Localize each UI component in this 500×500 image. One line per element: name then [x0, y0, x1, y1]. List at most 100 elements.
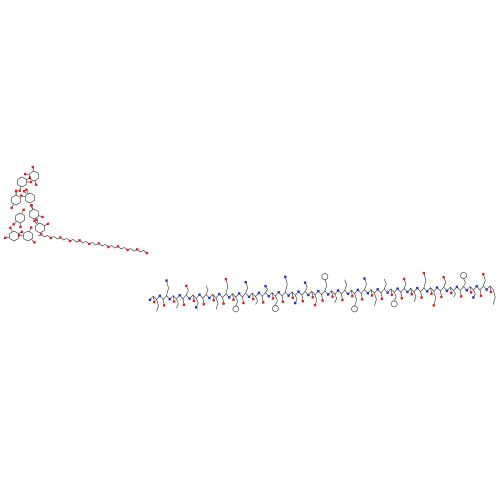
atom-label — [277, 291, 280, 294]
atom-label — [158, 294, 162, 298]
atom-label — [35, 183, 38, 186]
bond — [182, 298, 185, 304]
atom-label — [445, 289, 449, 292]
atom-label — [386, 291, 389, 294]
bond — [202, 298, 205, 304]
aromatic-ring — [321, 273, 329, 280]
bond — [453, 293, 456, 298]
bond — [225, 286, 229, 294]
atom-label — [46, 222, 50, 226]
atom-label — [97, 242, 100, 245]
atom-label — [380, 297, 384, 300]
atom-label — [29, 204, 33, 207]
atom-label — [430, 292, 433, 295]
atom-label — [271, 297, 275, 300]
bond — [153, 296, 155, 302]
bond — [413, 291, 417, 297]
bond — [479, 289, 482, 295]
sugar-ring — [35, 222, 45, 234]
bond — [374, 292, 377, 300]
atom-label — [12, 223, 15, 226]
atom-label — [262, 301, 265, 304]
atom-label — [420, 296, 423, 299]
aromatic-ring — [390, 300, 398, 308]
bond — [403, 283, 407, 289]
bond — [459, 290, 462, 296]
atom-label — [33, 241, 36, 244]
sugar-ring — [29, 208, 39, 220]
bond — [354, 293, 357, 300]
bond — [215, 297, 219, 304]
atom-label — [188, 297, 191, 300]
bond — [440, 290, 442, 297]
bond — [275, 295, 278, 301]
atom-label — [435, 286, 439, 289]
bond — [285, 284, 288, 293]
bond — [265, 289, 268, 293]
atom-label — [257, 291, 261, 295]
bond — [463, 278, 466, 283]
atom-label — [465, 289, 468, 292]
bond — [443, 282, 446, 288]
atom-label — [222, 302, 225, 305]
bond — [314, 294, 318, 301]
bond — [301, 295, 304, 301]
atom-label — [35, 218, 38, 221]
atom-label — [29, 226, 33, 229]
atom-label — [475, 285, 478, 288]
atom-label — [402, 277, 406, 281]
atom-label — [107, 245, 110, 249]
bond — [370, 289, 373, 295]
atom-label — [356, 288, 360, 292]
atom-label — [224, 277, 228, 281]
atom-label — [202, 303, 205, 306]
bond — [311, 291, 313, 297]
atom-label — [10, 206, 13, 210]
atom-label — [469, 291, 473, 294]
atom-label — [321, 299, 324, 302]
atom-label — [68, 239, 72, 243]
atom-label — [59, 236, 62, 239]
bond — [351, 290, 353, 296]
atom-label — [341, 298, 344, 302]
atom-label — [126, 248, 129, 252]
bond — [410, 288, 412, 294]
bond — [275, 300, 278, 306]
aromatic-ring — [232, 305, 240, 313]
atom-label — [252, 297, 255, 301]
atom-label — [195, 306, 198, 309]
atom-label — [390, 293, 394, 297]
atom-label — [145, 251, 148, 255]
bond — [195, 298, 199, 304]
bond — [344, 284, 347, 291]
atom-label — [20, 230, 24, 233]
bond — [492, 296, 496, 305]
bond — [453, 290, 456, 295]
sugar-ring — [29, 170, 39, 182]
bond — [390, 288, 393, 294]
bond — [235, 301, 239, 307]
bond — [156, 299, 159, 306]
aromatic-ring — [351, 305, 358, 313]
atom-label — [212, 299, 215, 302]
bond — [176, 298, 179, 304]
sugar-ring — [15, 212, 25, 224]
atom-label — [472, 296, 475, 299]
bond — [281, 295, 284, 301]
atom-label — [244, 281, 247, 284]
bond — [271, 292, 274, 298]
sugar-ring — [23, 230, 33, 242]
atom-label — [482, 272, 485, 276]
atom-label — [165, 279, 168, 282]
bond — [420, 291, 422, 297]
atom-label — [168, 298, 171, 301]
bond — [483, 280, 486, 287]
bond — [261, 296, 264, 302]
atom-label — [336, 289, 340, 292]
bond — [304, 286, 308, 292]
bond — [384, 279, 387, 285]
atom-label — [410, 293, 413, 296]
bond — [324, 285, 328, 291]
atom-label — [396, 287, 399, 290]
